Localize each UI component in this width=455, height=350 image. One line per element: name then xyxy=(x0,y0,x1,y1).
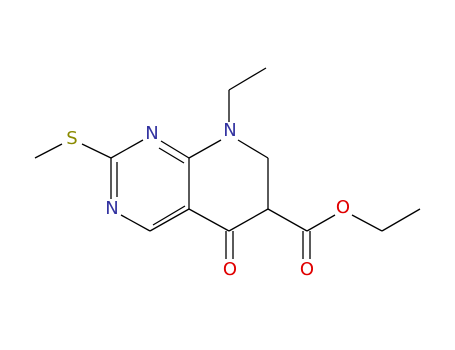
bond xyxy=(160,140,190,159)
bond xyxy=(152,205,186,226)
atom-label: O xyxy=(336,197,350,218)
bond xyxy=(81,143,112,159)
bond xyxy=(34,143,63,159)
bond xyxy=(110,139,144,159)
bond xyxy=(351,214,383,232)
atom-label: S xyxy=(66,128,77,149)
bond xyxy=(158,147,185,164)
bonds xyxy=(34,67,421,259)
bond xyxy=(120,214,151,232)
atom-label: N xyxy=(105,198,118,219)
bond xyxy=(228,67,267,91)
bond xyxy=(267,208,308,232)
atom-label: O xyxy=(300,259,314,280)
atom-label: N xyxy=(223,120,236,141)
bond xyxy=(149,208,190,232)
bond xyxy=(188,139,222,159)
atom-label: O xyxy=(223,259,237,280)
atom-label: N xyxy=(145,123,158,144)
bond xyxy=(306,214,336,232)
bond xyxy=(237,139,269,159)
bond xyxy=(228,208,269,232)
bond xyxy=(381,208,421,232)
bond xyxy=(188,208,230,232)
